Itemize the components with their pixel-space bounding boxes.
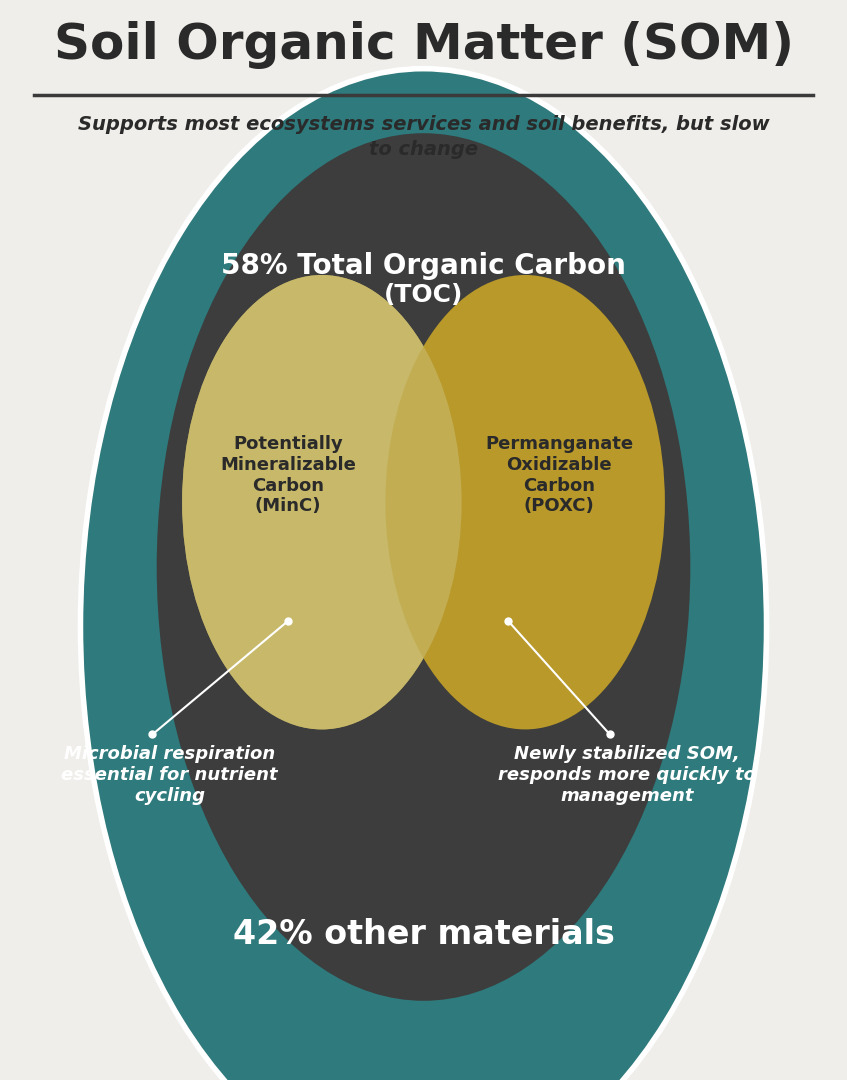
- Text: to change: to change: [369, 139, 478, 159]
- Text: Potentially
Mineralizable
Carbon
(MinC): Potentially Mineralizable Carbon (MinC): [220, 435, 356, 515]
- Ellipse shape: [80, 69, 767, 1080]
- Text: Supports most ecosystems services and soil benefits, but slow: Supports most ecosystems services and so…: [78, 114, 769, 134]
- Ellipse shape: [182, 275, 462, 729]
- Ellipse shape: [182, 275, 462, 729]
- Ellipse shape: [157, 133, 690, 1001]
- Text: Newly stabilized SOM,
responds more quickly to
management: Newly stabilized SOM, responds more quic…: [498, 745, 756, 805]
- Text: (TOC): (TOC): [384, 283, 463, 307]
- Text: Permanganate
Oxidizable
Carbon
(POXC): Permanganate Oxidizable Carbon (POXC): [485, 435, 633, 515]
- Text: 58% Total Organic Carbon: 58% Total Organic Carbon: [221, 252, 626, 280]
- Ellipse shape: [385, 275, 665, 729]
- Text: Microbial respiration
essential for nutrient
cycling: Microbial respiration essential for nutr…: [61, 745, 278, 805]
- Text: Soil Organic Matter (SOM): Soil Organic Matter (SOM): [53, 22, 794, 69]
- Text: 42% other materials: 42% other materials: [233, 918, 614, 950]
